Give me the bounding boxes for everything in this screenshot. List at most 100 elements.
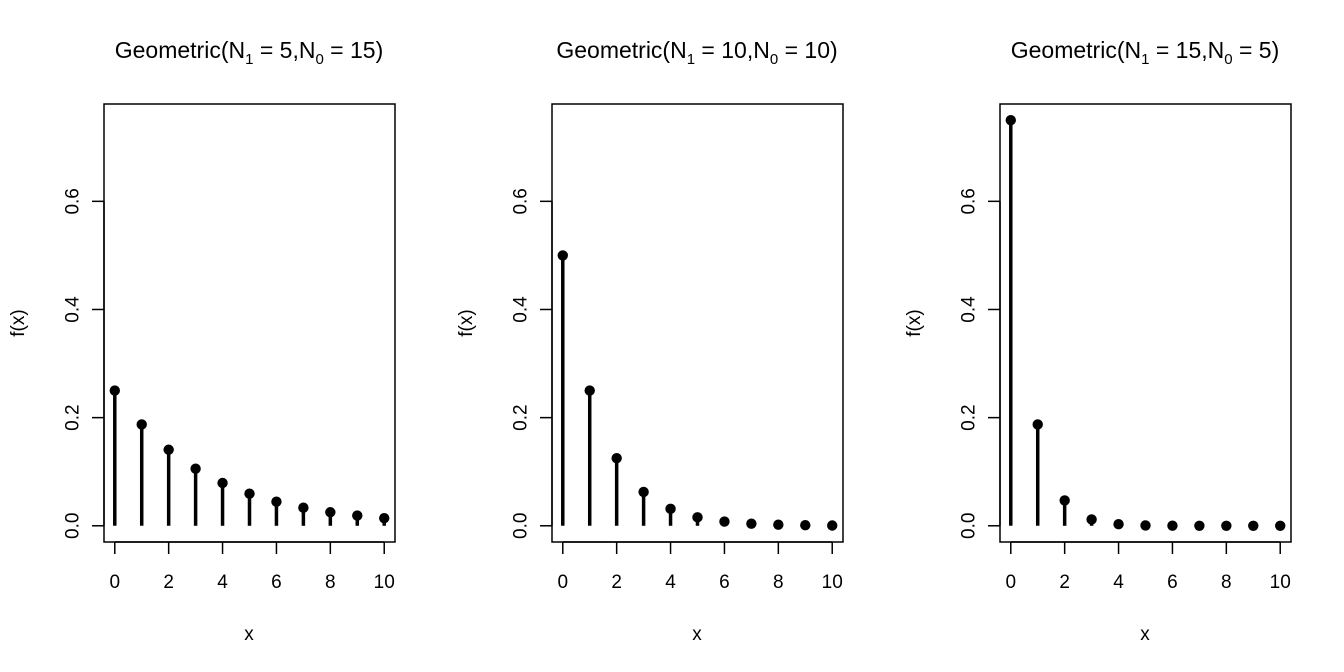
point-5 [1140,520,1151,531]
point-0 [557,250,568,261]
point-6 [1167,520,1178,531]
title-mid: = 15,N [1149,37,1224,63]
x-tick-label: 2 [611,572,622,593]
title-prefix: Geometric(N [556,37,686,63]
point-8 [773,519,784,530]
panel-1: Geometric(N1 = 5,N0 = 15) 0 2 4 6 8 10 0.00.2… [8,37,396,645]
point-5 [692,512,703,523]
point-9 [352,510,363,521]
x-axis: 0 2 4 6 8 10 [109,541,395,593]
x-tick-label: 10 [374,572,395,593]
x-tick-label: 2 [163,572,174,593]
x-axis-label: x [244,624,254,645]
x-tick-label: 8 [325,572,336,593]
point-2 [611,452,622,464]
y-axis: 0.0 0.2 0.4 0.6 [63,188,105,539]
point-1 [584,385,595,396]
x-axis-label: x [1140,624,1150,645]
title-subscript-0: 0 [770,51,778,68]
y-tick-label: 0.6 [959,188,980,214]
y-tick-label: 0.0 [959,513,980,539]
x-tick-label: 4 [1113,572,1124,593]
x-tick-label: 4 [217,572,228,593]
y-tick-label: 0.0 [63,513,84,539]
x-tick-label: 6 [719,572,730,593]
y-tick-label: 0.4 [63,296,84,323]
x-tick-label: 0 [109,572,120,593]
x-tick-label: 2 [1059,572,1070,593]
title-subscript-0: 0 [1224,51,1232,68]
y-axis: 0.0 0.2 0.4 0.6 [959,188,1001,539]
point-0 [109,385,120,396]
panel-3: Geometric(N1 = 15,N0 = 5) 0 2 4 6 8 10 0.00.2… [904,37,1292,645]
y-tick-label: 0.2 [63,404,84,430]
point-8 [325,507,336,518]
point-10 [827,520,838,531]
y-tick-label: 0.6 [511,188,532,214]
y-tick-label: 0.2 [511,404,532,430]
title-subscript-1: 1 [687,51,695,68]
y-tick-label: 0.6 [63,188,84,214]
point-4 [665,503,676,515]
x-tick-label: 10 [1270,572,1291,593]
x-tick-label: 10 [822,572,843,593]
point-7 [298,502,309,513]
x-axis: 0 2 4 6 8 10 [557,541,843,593]
point-10 [379,512,390,524]
y-axis-label: f(x) [8,309,29,336]
point-8 [1221,520,1232,531]
x-tick-label: 6 [271,572,282,593]
marks-layer [557,250,838,531]
title-subscript-1: 1 [245,51,253,68]
y-axis-label: f(x) [456,309,477,336]
y-tick-label: 0.4 [511,296,532,323]
point-1 [1032,419,1043,430]
x-tick-label: 6 [1167,572,1178,593]
marks-layer [1005,115,1286,531]
point-4 [1113,519,1124,530]
x-tick-label: 4 [665,572,676,593]
title-suffix: = 10) [778,37,837,63]
point-9 [1248,520,1259,531]
title-mid: = 10,N [695,37,770,63]
y-axis: 0.0 0.2 0.4 0.6 [511,188,553,539]
title-subscript-1: 1 [1141,51,1149,68]
title-suffix: = 5) [1233,37,1280,63]
point-4 [217,477,228,489]
panel-title: Geometric(N1 = 10,N0 = 10) [556,37,837,68]
point-9 [800,520,811,531]
x-tick-label: 0 [1005,572,1016,593]
panel-title: Geometric(N1 = 15,N0 = 5) [1011,37,1280,68]
title-subscript-0: 0 [315,51,323,68]
point-3 [190,463,201,474]
x-tick-label: 8 [1221,572,1232,593]
panel-title: Geometric(N1 = 5,N0 = 15) [115,37,384,68]
y-axis-label: f(x) [904,309,925,336]
point-7 [1194,520,1205,531]
title-mid: = 5,N [253,37,315,63]
x-tick-label: 0 [557,572,568,593]
x-axis-label: x [692,624,702,645]
point-2 [163,444,174,455]
y-tick-label: 0.0 [511,513,532,539]
marks-layer [109,385,390,526]
point-10 [1275,520,1286,531]
point-3 [638,486,649,498]
title-prefix: Geometric(N [1011,37,1141,63]
point-5 [244,488,255,499]
point-6 [271,496,282,507]
point-1 [136,419,147,430]
y-tick-label: 0.4 [959,296,980,323]
x-tick-label: 8 [773,572,784,593]
point-0 [1005,115,1016,126]
title-prefix: Geometric(N [115,37,245,63]
point-6 [719,516,730,527]
point-7 [746,518,757,529]
title-suffix: = 15) [324,37,383,63]
point-3 [1086,514,1097,525]
y-tick-label: 0.2 [959,404,980,430]
x-axis: 0 2 4 6 8 10 [1005,541,1291,593]
point-2 [1059,495,1070,506]
